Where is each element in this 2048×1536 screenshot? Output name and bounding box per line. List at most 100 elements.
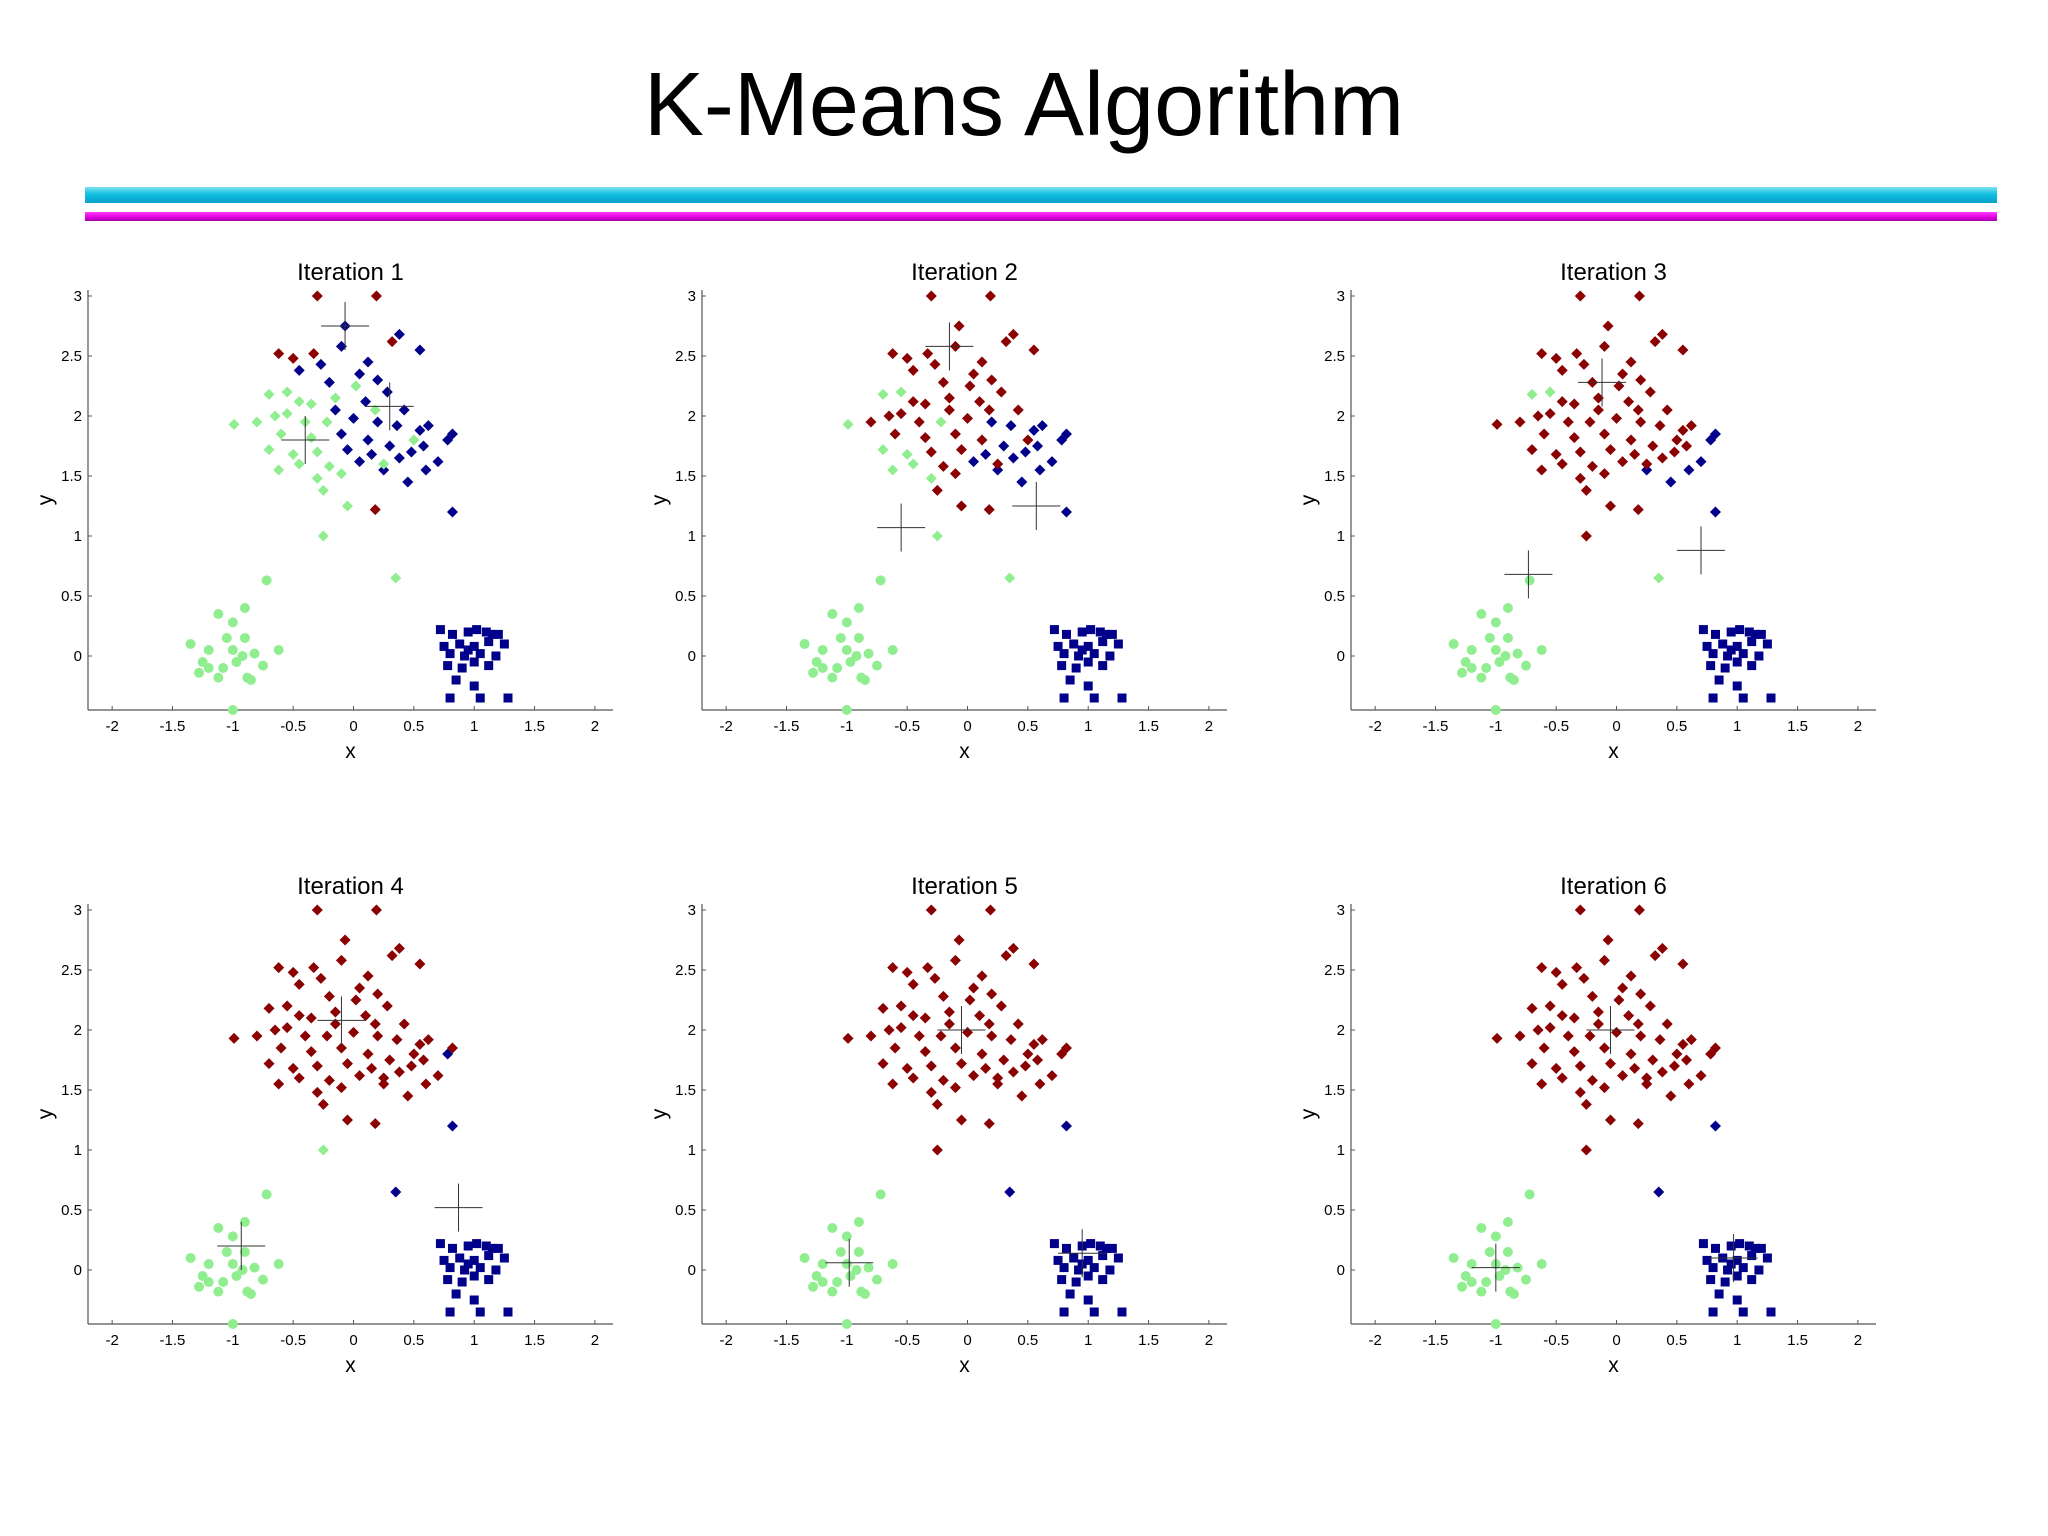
- data-point-blue: [1105, 1265, 1115, 1275]
- data-point-blue: [439, 1255, 449, 1265]
- x-tick-label: 0.5: [1017, 718, 1038, 735]
- y-tick-label: 1: [74, 528, 82, 545]
- data-point-blue: [1709, 506, 1721, 518]
- x-tick-label: 2: [1205, 718, 1213, 735]
- data-point-blue: [1732, 1295, 1742, 1305]
- data-point-green: [1490, 705, 1501, 715]
- data-point-red: [980, 1062, 992, 1074]
- data-point-red: [955, 500, 967, 512]
- data-point-red: [339, 934, 351, 946]
- data-point-red: [1536, 1078, 1548, 1090]
- subplot-title: Iteration 3: [1560, 259, 1667, 286]
- data-point-red: [1536, 348, 1548, 360]
- subplot-iteration-2: -2 -1.5 -1 -0.5 0 0.5 1 1.5 2 0 0.5 1 1.5 2 2.5 3 x y Iter…: [648, 259, 1227, 763]
- data-point-red: [315, 972, 327, 984]
- data-point-blue: [1077, 627, 1087, 637]
- data-point-blue: [354, 456, 366, 468]
- data-point-blue: [315, 358, 327, 370]
- data-point-green: [1481, 1277, 1492, 1287]
- x-tick-label: -1: [840, 718, 853, 735]
- data-point-red: [1632, 504, 1644, 516]
- data-point-blue: [469, 1271, 479, 1281]
- y-axis-label: y: [1297, 494, 1320, 505]
- data-point-red: [305, 1012, 317, 1024]
- data-point-red: [1568, 432, 1580, 444]
- data-point-red: [1623, 1010, 1635, 1022]
- data-point-blue: [1695, 456, 1707, 468]
- data-point-red: [281, 1000, 293, 1012]
- data-point-red: [1685, 420, 1697, 432]
- data-point-red: [1514, 1030, 1526, 1042]
- y-tick-label: 3: [74, 288, 82, 305]
- data-point-green: [817, 663, 828, 673]
- data-point-red: [378, 1078, 390, 1090]
- data-point-red: [1598, 1082, 1610, 1094]
- data-point-red: [865, 416, 877, 428]
- data-point-green: [827, 672, 838, 683]
- data-point-green: [1448, 639, 1459, 649]
- data-point-red: [949, 428, 961, 440]
- data-point-green: [245, 1289, 256, 1299]
- data-point-red: [1532, 1024, 1544, 1036]
- data-point-red: [925, 290, 937, 302]
- data-point-blue: [398, 404, 410, 416]
- x-tick-label: -2: [1368, 1332, 1381, 1349]
- data-point-blue: [1089, 693, 1099, 703]
- data-point-green: [329, 392, 341, 404]
- data-point-green: [213, 609, 224, 619]
- data-point-red: [1613, 380, 1625, 392]
- data-point-red: [329, 1006, 341, 1018]
- data-point-green: [323, 460, 335, 472]
- data-point-blue: [1060, 1120, 1072, 1132]
- y-tick-label: 2.5: [1324, 348, 1345, 365]
- y-tick-label: 2.5: [61, 348, 82, 365]
- data-point-red: [976, 1048, 988, 1060]
- data-point-red: [1592, 1006, 1604, 1018]
- data-point-blue: [1708, 1307, 1718, 1317]
- data-point-green: [817, 1277, 828, 1287]
- data-point-blue: [362, 356, 374, 368]
- data-point-blue: [1738, 693, 1748, 703]
- data-point-red: [341, 1058, 353, 1070]
- data-point-green: [1494, 657, 1505, 667]
- data-point-red: [1574, 1060, 1586, 1072]
- data-point-blue: [1718, 639, 1728, 649]
- data-point-blue: [1762, 1253, 1772, 1263]
- data-point-red: [983, 1118, 995, 1130]
- data-point-green: [935, 416, 947, 428]
- data-point-red: [1556, 978, 1568, 990]
- x-tick-label: -2: [719, 1332, 732, 1349]
- data-point-blue: [1665, 476, 1677, 488]
- data-point-red: [308, 348, 320, 360]
- data-point-green: [251, 416, 263, 428]
- data-point-red: [1022, 434, 1034, 446]
- data-point-green: [321, 416, 333, 428]
- data-point-blue: [493, 629, 503, 639]
- data-point-blue: [1747, 637, 1757, 647]
- data-point-red: [949, 468, 961, 480]
- data-point-red: [968, 368, 980, 380]
- data-point-red: [1592, 392, 1604, 404]
- x-axis-label: x: [345, 1354, 356, 1377]
- data-point-red: [931, 1144, 943, 1156]
- data-point-red: [935, 1030, 947, 1042]
- data-point-blue: [1723, 651, 1733, 661]
- data-point-red: [953, 320, 965, 332]
- data-point-red: [986, 988, 998, 1000]
- data-point-blue: [1732, 641, 1742, 651]
- data-point-red: [269, 1024, 281, 1036]
- data-point-blue: [362, 434, 374, 446]
- data-point-red: [287, 1062, 299, 1074]
- data-point-blue: [1016, 476, 1028, 488]
- data-point-green: [835, 1247, 846, 1257]
- data-point-red: [299, 1030, 311, 1042]
- data-point-blue: [457, 663, 467, 673]
- data-point-blue: [1756, 1243, 1766, 1253]
- data-point-red: [372, 988, 384, 1000]
- data-point-blue: [451, 1289, 461, 1299]
- data-point-green: [1494, 1271, 1505, 1281]
- data-point-red: [1550, 352, 1562, 364]
- data-point-blue: [1060, 506, 1072, 518]
- data-point-blue: [372, 374, 384, 386]
- data-point-blue: [1086, 1239, 1096, 1249]
